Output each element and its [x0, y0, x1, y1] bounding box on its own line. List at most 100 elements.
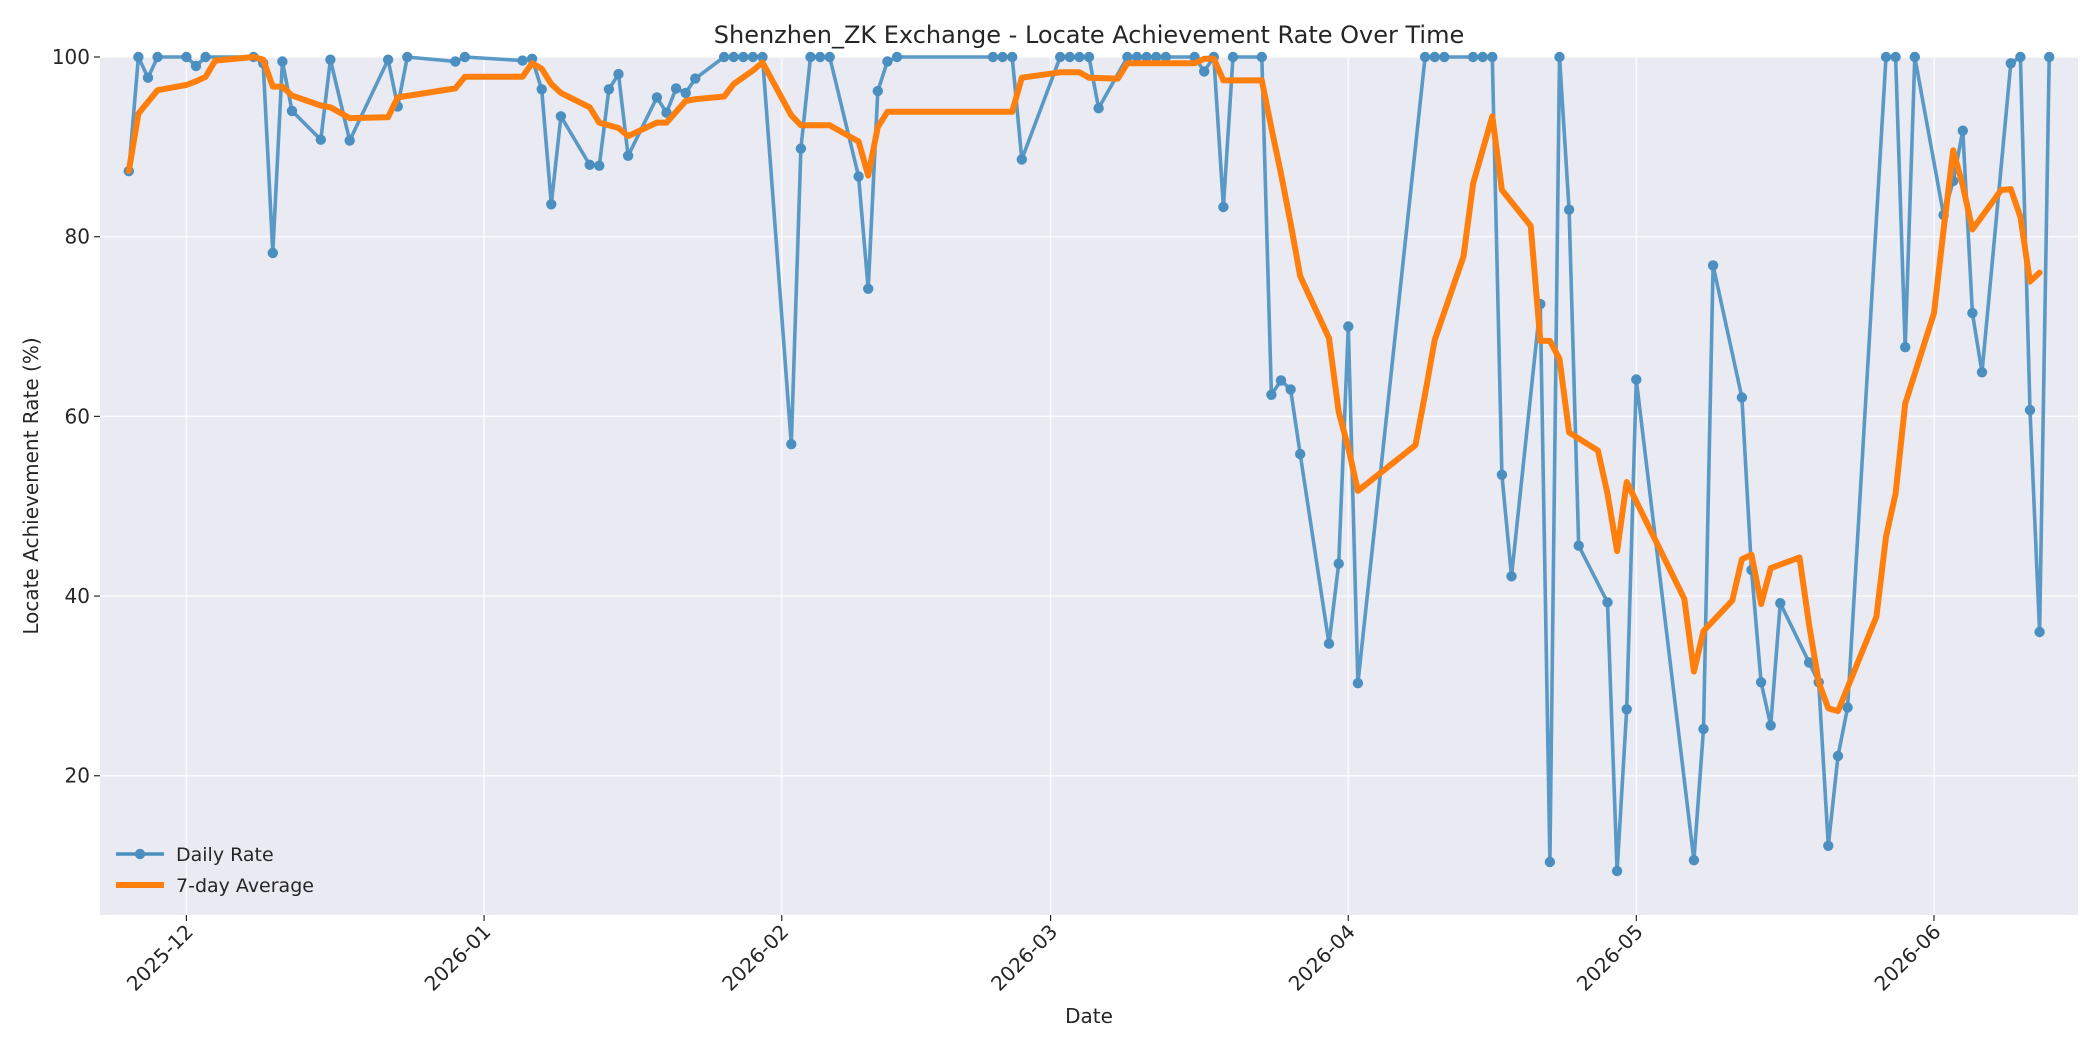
data-point-daily-rate [1563, 204, 1575, 215]
data-point-daily-rate [1275, 375, 1287, 386]
x-axis-label: Date [1065, 1004, 1113, 1028]
data-point-daily-rate [2005, 58, 2017, 69]
data-point-daily-rate [1477, 51, 1488, 63]
series-line-7-day-average [125, 54, 2043, 715]
data-point-daily-rate [1016, 154, 1027, 165]
data-point-daily-rate [594, 160, 605, 171]
data-point-daily-rate [1823, 840, 1834, 851]
data-point-daily-rate [786, 439, 797, 450]
data-point-daily-rate [795, 143, 807, 154]
data-point-daily-rate [680, 87, 691, 99]
data-point-daily-rate [728, 51, 739, 63]
data-point-daily-rate [1343, 321, 1354, 332]
data-point-daily-rate [1544, 856, 1556, 868]
data-point-daily-rate [1055, 51, 1066, 63]
data-point-daily-rate [286, 105, 298, 117]
data-point-daily-rate [1429, 51, 1440, 63]
data-point-daily-rate [152, 51, 163, 63]
data-point-daily-rate [1602, 597, 1613, 608]
chart-title: Shenzhen_ZK Exchange - Locate Achievemen… [714, 21, 1465, 49]
data-point-daily-rate [1122, 51, 1133, 63]
data-point-daily-rate [142, 72, 154, 83]
data-point-daily-rate [891, 51, 903, 63]
data-point-daily-rate [690, 73, 701, 84]
data-point-daily-rate [1775, 598, 1786, 609]
y-tick-label: 60 [65, 404, 90, 428]
data-point-daily-rate [1736, 392, 1748, 403]
data-point-daily-rate [853, 171, 864, 182]
data-point-daily-rate [200, 51, 211, 63]
data-point-daily-rate [1074, 51, 1085, 63]
data-point-daily-rate [555, 111, 567, 122]
data-point-daily-rate [1967, 307, 1978, 319]
data-point-daily-rate [757, 51, 768, 63]
data-point-daily-rate [747, 51, 759, 63]
data-point-daily-rate [1900, 342, 1911, 353]
plot-area [100, 57, 2078, 915]
legend-marker-daily-rate [134, 848, 146, 860]
data-point-daily-rate [824, 51, 835, 63]
data-point-daily-rate [872, 85, 883, 97]
data-point-daily-rate [382, 54, 394, 65]
data-point-daily-rate [1266, 389, 1277, 400]
data-point-daily-rate [1218, 201, 1229, 213]
data-point-daily-rate [1698, 723, 1709, 735]
data-point-daily-rate [536, 84, 547, 95]
data-point-daily-rate [2034, 626, 2045, 638]
data-point-daily-rate [459, 51, 471, 63]
data-point-daily-rate [1199, 66, 1210, 77]
data-point-daily-rate [1880, 51, 1892, 63]
data-point-daily-rate [1064, 51, 1076, 63]
data-point-daily-rate [1496, 469, 1508, 480]
y-tick-label: 40 [65, 584, 90, 608]
data-point-daily-rate [997, 51, 1008, 63]
data-point-daily-rate [402, 51, 413, 63]
data-point-daily-rate [1842, 702, 1853, 713]
data-point-daily-rate [1554, 51, 1565, 63]
data-point-daily-rate [670, 83, 682, 94]
data-point-daily-rate [1227, 51, 1239, 63]
data-point-daily-rate [2044, 51, 2055, 63]
y-tick-label: 100 [52, 45, 90, 69]
data-point-daily-rate [1151, 51, 1162, 63]
data-point-daily-rate [1419, 51, 1431, 63]
data-point-daily-rate [1890, 51, 1901, 63]
data-point-daily-rate [1909, 51, 1921, 63]
data-point-daily-rate [1688, 855, 1700, 866]
data-point-daily-rate [325, 54, 336, 65]
data-point-daily-rate [344, 135, 355, 146]
data-point-daily-rate [1803, 657, 1815, 668]
data-point-daily-rate [315, 134, 326, 145]
data-point-daily-rate [277, 56, 288, 67]
data-point-daily-rate [1611, 865, 1623, 877]
data-point-daily-rate [181, 51, 192, 63]
legend-label-daily-rate: Daily Rate [176, 844, 274, 866]
data-point-daily-rate [1439, 51, 1450, 63]
data-point-daily-rate [2015, 51, 2026, 63]
data-point-daily-rate [1160, 51, 1172, 63]
data-point-daily-rate [1467, 51, 1479, 63]
data-point-daily-rate [603, 84, 615, 95]
data-point-daily-rate [651, 92, 663, 103]
grid [100, 56, 2078, 915]
data-point-daily-rate [1285, 384, 1296, 395]
data-point-daily-rate [814, 51, 826, 63]
data-point-daily-rate [1621, 704, 1632, 715]
data-point-daily-rate [1765, 720, 1776, 731]
data-point-daily-rate [863, 283, 874, 294]
y-tick-label: 20 [65, 764, 90, 788]
data-point-daily-rate [738, 51, 749, 63]
data-point-daily-rate [1707, 260, 1719, 271]
data-point-daily-rate [1323, 638, 1335, 649]
data-point-daily-rate [718, 51, 730, 63]
data-point-daily-rate [1333, 558, 1344, 569]
y-axis-label: Locate Achievement Rate (%) [19, 337, 43, 634]
data-point-daily-rate [613, 68, 624, 80]
data-point-daily-rate [622, 150, 634, 161]
y-tick-label: 80 [65, 225, 90, 249]
data-point-daily-rate [1487, 51, 1498, 63]
data-point-daily-rate [584, 159, 595, 170]
data-point-daily-rate [1832, 750, 1844, 762]
legend-label-7-day-average: 7-day Average [176, 875, 314, 897]
